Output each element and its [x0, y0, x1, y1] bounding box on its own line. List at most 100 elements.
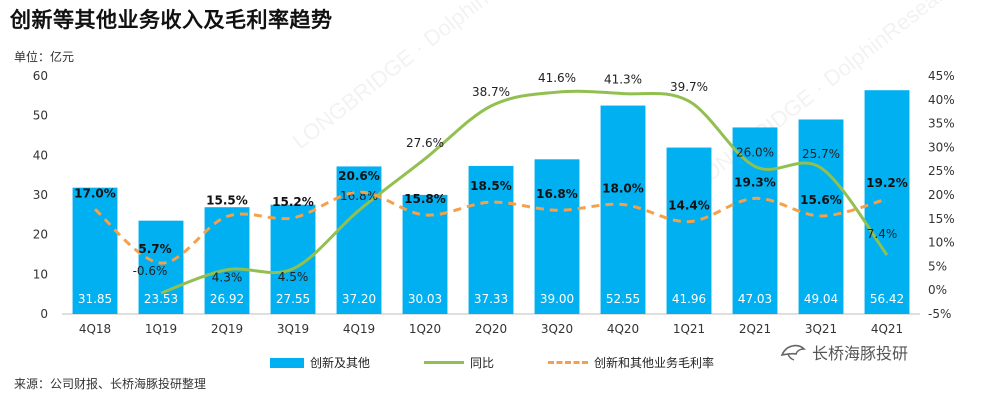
- y-right-tick-label: 25%: [928, 164, 955, 178]
- legend-label-bar: 创新及其他: [310, 356, 371, 370]
- margin-data-label: 15.6%: [800, 193, 842, 207]
- x-tick-label: 1Q21: [673, 322, 705, 336]
- margin-data-label: 5.7%: [138, 242, 171, 256]
- margin-data-label: 16.8%: [536, 187, 578, 201]
- x-tick-label: 4Q18: [79, 322, 111, 336]
- yoy-data-label: 26.0%: [736, 145, 774, 159]
- y-right-tick-label: 35%: [928, 117, 955, 131]
- y-left-tick-label: 60: [33, 69, 48, 83]
- legend-swatch-bar: [270, 357, 304, 368]
- yoy-data-label: 38.7%: [472, 85, 510, 99]
- bar: [468, 165, 514, 314]
- yoy-data-label: 7.4%: [867, 227, 898, 241]
- legend-swatch-yoy: [424, 361, 465, 364]
- legend-item-bar: 创新及其他: [270, 354, 370, 371]
- bar-value-label: 56.42: [870, 292, 904, 306]
- x-tick-label: 3Q20: [541, 322, 573, 336]
- bar-value-label: 37.20: [342, 292, 376, 306]
- legend: 创新及其他 同比 创新和其他业务毛利率: [270, 354, 768, 371]
- series-line-yoy: [160, 89, 889, 295]
- series-line-margin: [94, 190, 888, 265]
- legend-item-yoy: 同比: [424, 354, 494, 371]
- yoy-data-label: 41.6%: [538, 71, 576, 85]
- yoy-data-label: 16.8%: [340, 189, 378, 203]
- y-right-tick-label: 40%: [928, 93, 955, 107]
- y-right-tick-label: 0%: [928, 283, 947, 297]
- dolphin-icon: [780, 344, 806, 361]
- y-right-tick-label: 15%: [928, 212, 955, 226]
- legend-item-margin: 创新和其他业务毛利率: [548, 354, 714, 371]
- y-right-tick-label: 10%: [928, 236, 955, 250]
- yoy-data-label: 4.3%: [212, 271, 243, 285]
- margin-data-label: 19.2%: [866, 176, 908, 190]
- bar-value-label: 37.33: [474, 292, 508, 306]
- y-right-tick-label: 20%: [928, 188, 955, 202]
- yoy-data-label: 25.7%: [802, 147, 840, 161]
- bar: [72, 187, 118, 314]
- yoy-data-label: 41.3%: [604, 73, 642, 87]
- legend-label-margin: 创新和其他业务毛利率: [594, 356, 715, 370]
- bar-value-label: 49.04: [804, 292, 838, 306]
- yoy-data-label: 27.6%: [406, 136, 444, 150]
- x-tick-label: 4Q21: [871, 322, 903, 336]
- bar-value-label: 27.55: [276, 292, 310, 306]
- margin-data-label: 18.5%: [470, 179, 512, 193]
- yoy-data-label: 39.7%: [670, 80, 708, 94]
- bar: [138, 220, 184, 314]
- y-right-tick-label: 45%: [928, 69, 955, 83]
- margin-data-label: 20.6%: [338, 169, 380, 183]
- bar: [600, 105, 646, 314]
- bar: [732, 127, 778, 315]
- y-right-tick-label: 5%: [928, 259, 947, 273]
- y-left-tick-label: 0: [40, 307, 48, 321]
- margin-data-label: 15.5%: [206, 193, 248, 207]
- bar-value-label: 26.92: [210, 292, 244, 306]
- legend-swatch-margin: [548, 361, 589, 364]
- bar: [666, 147, 712, 314]
- y-left-tick-label: 40: [33, 148, 48, 162]
- brand-name: 长桥海豚投研: [812, 344, 909, 363]
- bar-value-label: 41.96: [672, 292, 706, 306]
- source-note: 来源：公司财报、长桥海豚投研整理: [14, 377, 207, 391]
- bar-value-label: 52.55: [606, 292, 640, 306]
- y-left-tick-label: 50: [33, 109, 48, 123]
- legend-label-yoy: 同比: [470, 356, 495, 370]
- watermark-text: LONGBRIDGE · DolphinResearch: [288, 0, 567, 154]
- margin-data-label: 15.2%: [272, 195, 314, 209]
- x-tick-label: 3Q21: [805, 322, 837, 336]
- bar: [336, 166, 382, 314]
- x-tick-label: 4Q19: [343, 322, 375, 336]
- y-left-tick-label: 10: [33, 267, 48, 281]
- x-tick-label: 1Q19: [145, 322, 177, 336]
- bar: [534, 159, 580, 314]
- margin-data-label: 14.4%: [668, 199, 710, 213]
- bar-value-label: 31.85: [78, 292, 112, 306]
- bar-value-label: 39.00: [540, 292, 574, 306]
- bar: [864, 90, 910, 314]
- bar-value-label: 23.53: [144, 292, 178, 306]
- margin-data-label: 17.0%: [74, 186, 116, 200]
- bar: [402, 194, 448, 314]
- bar-value-label: 47.03: [738, 292, 772, 306]
- x-tick-label: 2Q19: [211, 322, 243, 336]
- brand-logo: 长桥海豚投研: [780, 340, 908, 364]
- unit-label: 单位：亿元: [14, 50, 75, 64]
- x-tick-label: 2Q21: [739, 322, 771, 336]
- y-right-tick-label: 30%: [928, 140, 955, 154]
- y-left-tick-label: 20: [33, 228, 48, 242]
- margin-data-label: 18.0%: [602, 182, 644, 196]
- yoy-data-label: 4.5%: [278, 270, 309, 284]
- y-left-tick-label: 30: [33, 188, 48, 202]
- x-tick-label: 4Q20: [607, 322, 639, 336]
- bar-value-label: 30.03: [408, 292, 442, 306]
- x-tick-label: 3Q19: [277, 322, 309, 336]
- chart-title: 创新等其他业务收入及毛利率趋势: [10, 8, 333, 32]
- yoy-data-label: -0.6%: [133, 264, 168, 278]
- margin-data-label: 15.8%: [404, 192, 446, 206]
- bar: [204, 207, 250, 314]
- margin-data-label: 19.3%: [734, 175, 776, 189]
- x-tick-label: 1Q20: [409, 322, 441, 336]
- x-tick-label: 2Q20: [475, 322, 507, 336]
- y-right-tick-label: -5%: [928, 307, 951, 321]
